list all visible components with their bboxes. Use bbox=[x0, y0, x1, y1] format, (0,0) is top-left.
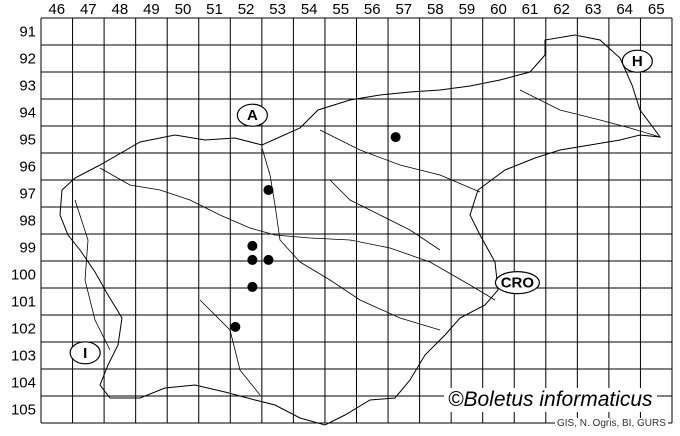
row-label: 94 bbox=[19, 105, 36, 122]
column-label: 56 bbox=[364, 1, 381, 18]
row-label: 104 bbox=[11, 375, 36, 392]
record-dot bbox=[230, 321, 241, 332]
rivers bbox=[74, 89, 661, 396]
row-label: 103 bbox=[11, 348, 36, 365]
row-label: 102 bbox=[11, 321, 36, 338]
column-label: 50 bbox=[175, 1, 192, 18]
column-label: 47 bbox=[80, 1, 97, 18]
slovenia-border bbox=[59, 34, 662, 426]
column-label: 46 bbox=[48, 1, 65, 18]
row-label: 91 bbox=[19, 24, 36, 41]
row-label: 98 bbox=[19, 213, 36, 230]
row-label: 95 bbox=[19, 132, 36, 149]
label-text: I bbox=[83, 345, 87, 362]
river bbox=[519, 89, 661, 138]
country-border bbox=[59, 34, 662, 426]
label-oval bbox=[69, 341, 101, 365]
column-label: 63 bbox=[585, 1, 602, 18]
column-label: 65 bbox=[648, 1, 665, 18]
label-text: A bbox=[247, 107, 258, 124]
copyright-text: ©Boletus informaticus bbox=[444, 388, 657, 412]
river bbox=[319, 129, 481, 193]
record-dot bbox=[247, 254, 258, 265]
row-label: 100 bbox=[11, 267, 36, 284]
country-label-cro: CRO bbox=[494, 271, 541, 295]
row-label: 96 bbox=[19, 159, 36, 176]
row-label: 93 bbox=[19, 78, 36, 95]
row-label: 105 bbox=[11, 402, 36, 419]
column-label: 58 bbox=[427, 1, 444, 18]
column-label: 48 bbox=[112, 1, 129, 18]
country-labels: A H CRO I bbox=[69, 49, 653, 365]
label-oval bbox=[236, 103, 268, 127]
column-label: 64 bbox=[616, 1, 633, 18]
river bbox=[261, 147, 441, 331]
country-label-h: H bbox=[621, 49, 653, 73]
record-dot bbox=[247, 281, 258, 292]
river bbox=[99, 167, 496, 301]
label-oval bbox=[621, 49, 653, 73]
river bbox=[74, 199, 111, 351]
column-label: 53 bbox=[269, 1, 286, 18]
column-label: 59 bbox=[459, 1, 476, 18]
country-label-i: I bbox=[69, 341, 101, 365]
record-dot bbox=[263, 184, 274, 195]
river bbox=[329, 179, 441, 251]
column-label: 51 bbox=[206, 1, 223, 18]
column-label: 54 bbox=[301, 1, 318, 18]
credit-text: GIS, N. Ogris, BI, GURS bbox=[555, 418, 668, 429]
row-label: 92 bbox=[19, 51, 36, 68]
river bbox=[199, 299, 261, 396]
record-dots bbox=[230, 132, 401, 332]
column-label: 62 bbox=[553, 1, 570, 18]
column-label: 61 bbox=[522, 1, 539, 18]
label-oval bbox=[494, 271, 541, 295]
record-dot bbox=[263, 254, 274, 265]
column-label: 57 bbox=[395, 1, 412, 18]
column-label: 60 bbox=[490, 1, 507, 18]
record-dot bbox=[247, 240, 258, 251]
label-text: H bbox=[632, 53, 643, 70]
row-label: 99 bbox=[19, 240, 36, 257]
label-text: CRO bbox=[501, 275, 535, 292]
row-label: 101 bbox=[11, 294, 36, 311]
row-label: 97 bbox=[19, 186, 36, 203]
country-label-a: A bbox=[236, 103, 268, 127]
record-dot bbox=[390, 132, 401, 143]
column-label: 52 bbox=[238, 1, 255, 18]
column-label: 55 bbox=[332, 1, 349, 18]
column-label: 49 bbox=[143, 1, 160, 18]
